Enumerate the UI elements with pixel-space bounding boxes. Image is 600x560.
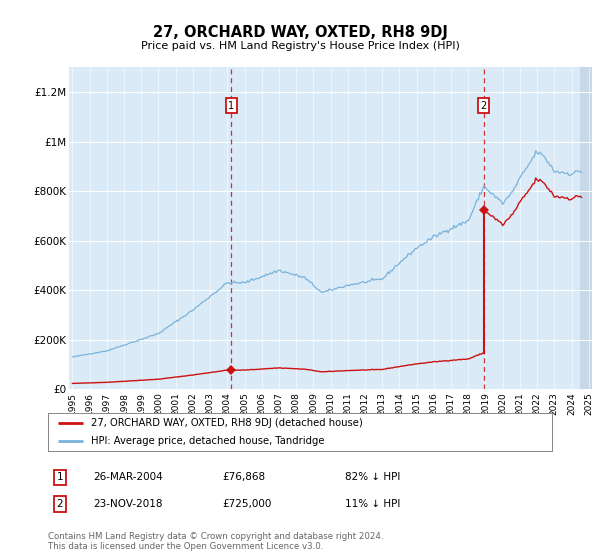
Text: £725,000: £725,000 bbox=[222, 499, 271, 509]
Text: 82% ↓ HPI: 82% ↓ HPI bbox=[345, 472, 400, 482]
Text: 1: 1 bbox=[56, 472, 64, 482]
Text: £76,868: £76,868 bbox=[222, 472, 265, 482]
Text: 1: 1 bbox=[228, 101, 235, 111]
Text: 2: 2 bbox=[481, 101, 487, 111]
Text: Contains HM Land Registry data © Crown copyright and database right 2024.
This d: Contains HM Land Registry data © Crown c… bbox=[48, 532, 383, 552]
Polygon shape bbox=[580, 67, 592, 389]
Text: 26-MAR-2004: 26-MAR-2004 bbox=[93, 472, 163, 482]
Text: 27, ORCHARD WAY, OXTED, RH8 9DJ: 27, ORCHARD WAY, OXTED, RH8 9DJ bbox=[152, 25, 448, 40]
Text: 2: 2 bbox=[56, 499, 64, 509]
Text: 23-NOV-2018: 23-NOV-2018 bbox=[93, 499, 163, 509]
Text: Price paid vs. HM Land Registry's House Price Index (HPI): Price paid vs. HM Land Registry's House … bbox=[140, 41, 460, 51]
Text: 11% ↓ HPI: 11% ↓ HPI bbox=[345, 499, 400, 509]
Text: 27, ORCHARD WAY, OXTED, RH8 9DJ (detached house): 27, ORCHARD WAY, OXTED, RH8 9DJ (detache… bbox=[91, 418, 362, 428]
Text: HPI: Average price, detached house, Tandridge: HPI: Average price, detached house, Tand… bbox=[91, 436, 325, 446]
